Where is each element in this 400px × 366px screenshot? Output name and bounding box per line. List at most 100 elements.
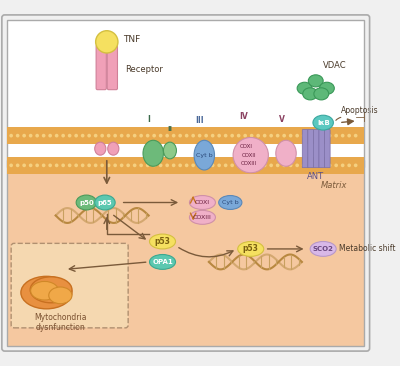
- Circle shape: [139, 134, 143, 138]
- Circle shape: [217, 164, 221, 167]
- Ellipse shape: [21, 276, 72, 309]
- Circle shape: [16, 134, 20, 138]
- Text: ⊣: ⊣: [355, 112, 366, 126]
- Text: OPA1: OPA1: [152, 259, 173, 265]
- Ellipse shape: [143, 140, 164, 166]
- Ellipse shape: [320, 82, 334, 94]
- Circle shape: [282, 164, 286, 167]
- Circle shape: [55, 164, 58, 167]
- Circle shape: [224, 164, 228, 167]
- Text: ANT: ANT: [307, 172, 324, 181]
- Ellipse shape: [95, 142, 106, 155]
- Circle shape: [159, 164, 162, 167]
- Circle shape: [48, 164, 52, 167]
- Text: Apoptosis: Apoptosis: [341, 106, 378, 115]
- Bar: [8, 20, 364, 167]
- Circle shape: [276, 164, 280, 167]
- Circle shape: [341, 134, 344, 138]
- Circle shape: [250, 134, 254, 138]
- Circle shape: [250, 164, 254, 167]
- Circle shape: [230, 134, 234, 138]
- Circle shape: [9, 134, 13, 138]
- Circle shape: [256, 134, 260, 138]
- Ellipse shape: [108, 142, 119, 155]
- Circle shape: [308, 134, 312, 138]
- Circle shape: [22, 164, 26, 167]
- Circle shape: [126, 164, 130, 167]
- Ellipse shape: [95, 195, 115, 210]
- Text: COXII: COXII: [242, 153, 256, 158]
- Text: p50: p50: [79, 199, 94, 205]
- Circle shape: [107, 164, 110, 167]
- Text: p65: p65: [98, 199, 112, 205]
- Circle shape: [237, 134, 240, 138]
- Circle shape: [42, 164, 46, 167]
- Circle shape: [100, 164, 104, 167]
- Circle shape: [55, 134, 58, 138]
- Circle shape: [282, 134, 286, 138]
- Circle shape: [81, 164, 84, 167]
- Text: Matrix: Matrix: [320, 181, 347, 190]
- Text: COXI: COXI: [195, 200, 210, 205]
- Circle shape: [191, 134, 195, 138]
- Ellipse shape: [150, 254, 176, 269]
- Ellipse shape: [276, 140, 296, 166]
- Ellipse shape: [190, 210, 216, 224]
- Circle shape: [302, 134, 306, 138]
- Ellipse shape: [219, 195, 242, 209]
- Circle shape: [172, 134, 176, 138]
- Bar: [8, 160, 364, 346]
- Ellipse shape: [310, 242, 336, 256]
- Circle shape: [120, 164, 124, 167]
- Text: COXI: COXI: [240, 144, 252, 149]
- FancyBboxPatch shape: [319, 130, 324, 168]
- Ellipse shape: [313, 115, 333, 130]
- Circle shape: [29, 164, 32, 167]
- Circle shape: [113, 164, 117, 167]
- Circle shape: [211, 164, 214, 167]
- Circle shape: [68, 164, 72, 167]
- Circle shape: [146, 134, 150, 138]
- Circle shape: [347, 134, 351, 138]
- Ellipse shape: [49, 287, 72, 304]
- Circle shape: [354, 134, 358, 138]
- Circle shape: [204, 164, 208, 167]
- Circle shape: [315, 134, 318, 138]
- Circle shape: [152, 164, 156, 167]
- FancyBboxPatch shape: [107, 45, 118, 90]
- Text: V: V: [279, 116, 285, 124]
- Circle shape: [68, 134, 72, 138]
- Text: Cyt b: Cyt b: [196, 153, 213, 158]
- Circle shape: [328, 164, 332, 167]
- Circle shape: [347, 164, 351, 167]
- FancyBboxPatch shape: [302, 130, 308, 168]
- Circle shape: [94, 134, 98, 138]
- Ellipse shape: [303, 88, 318, 100]
- Circle shape: [120, 134, 124, 138]
- Circle shape: [185, 164, 188, 167]
- FancyBboxPatch shape: [314, 130, 319, 168]
- Circle shape: [321, 134, 325, 138]
- Circle shape: [94, 164, 98, 167]
- FancyBboxPatch shape: [11, 243, 128, 328]
- Text: Mytochondria
dysnfunction: Mytochondria dysnfunction: [34, 313, 87, 332]
- Ellipse shape: [190, 195, 216, 209]
- Circle shape: [126, 134, 130, 138]
- Text: COXIII: COXIII: [241, 161, 257, 166]
- Circle shape: [191, 164, 195, 167]
- Circle shape: [217, 134, 221, 138]
- Circle shape: [334, 164, 338, 167]
- Circle shape: [42, 134, 46, 138]
- Text: p53: p53: [243, 244, 259, 253]
- Circle shape: [289, 134, 292, 138]
- Circle shape: [263, 164, 266, 167]
- Ellipse shape: [194, 140, 214, 170]
- Circle shape: [308, 164, 312, 167]
- Ellipse shape: [238, 242, 264, 256]
- Text: VDAC: VDAC: [323, 61, 347, 70]
- Circle shape: [237, 164, 240, 167]
- Circle shape: [321, 164, 325, 167]
- Circle shape: [152, 134, 156, 138]
- Circle shape: [341, 164, 344, 167]
- Text: III: III: [195, 116, 204, 126]
